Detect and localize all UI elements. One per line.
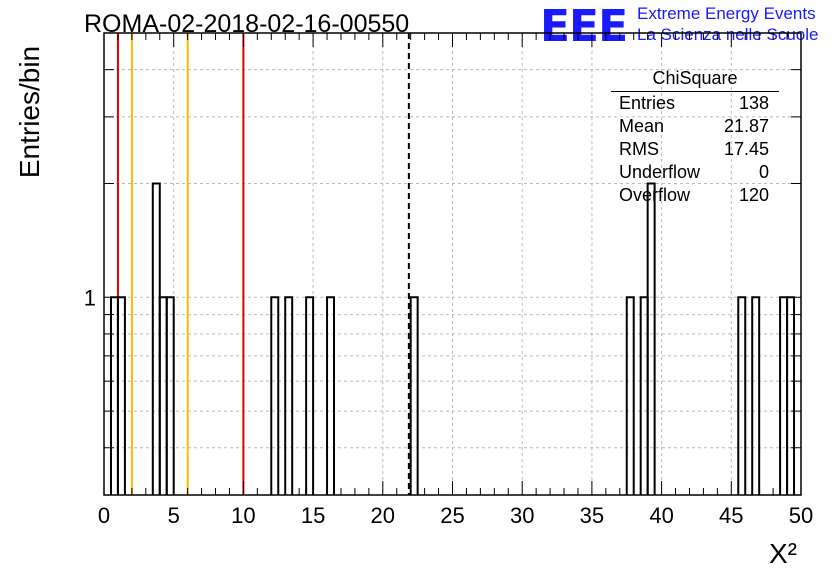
x-tick-label: 15	[301, 503, 325, 528]
y-tick-label: 1	[84, 285, 96, 310]
stats-title: ChiSquare	[652, 68, 738, 88]
stats-value: 0	[758, 162, 769, 182]
stats-label: Overflow	[619, 185, 691, 205]
x-axis-label: Χ²	[769, 538, 797, 569]
histogram-bin	[737, 296, 747, 495]
x-tick-label: 40	[649, 503, 673, 528]
stats-label: Entries	[619, 93, 676, 113]
x-tick-label: 25	[440, 503, 464, 528]
x-tick-labels: 0 5 10 15 20 25 30 35 40 45 50	[98, 503, 813, 528]
histogram-bin	[165, 296, 175, 495]
histogram-bin	[270, 296, 280, 495]
x-tick-label: 45	[719, 503, 743, 528]
histogram-bin	[151, 182, 161, 495]
histogram-bin	[409, 296, 419, 495]
stats-label: RMS	[619, 139, 659, 159]
histogram-bins	[109, 182, 796, 495]
stats-box: ChiSquare Entries 138 Mean 21.87 RMS 17.…	[611, 66, 779, 205]
histogram-bin	[109, 296, 119, 495]
x-tick-label: 50	[789, 503, 813, 528]
axis-ticks	[103, 33, 802, 495]
x-tick-label: 5	[168, 503, 180, 528]
histogram-bin	[639, 296, 649, 495]
logo-caption-line1: Extreme Energy Events	[637, 4, 816, 23]
stats-label: Mean	[619, 116, 665, 136]
x-tick-label: 20	[371, 503, 395, 528]
x-tick-label: 30	[510, 503, 534, 528]
histogram-bin	[116, 296, 126, 495]
histogram-bin	[779, 296, 789, 495]
stats-value: 21.87	[723, 116, 769, 136]
eee-logo: EEE	[540, 1, 628, 52]
histogram-bin	[326, 296, 336, 495]
x-tick-label: 35	[580, 503, 604, 528]
y-tick-labels: 1	[84, 285, 96, 310]
reference-lines	[116, 33, 410, 495]
stats-label: Underflow	[619, 162, 701, 182]
histogram-bin	[284, 296, 294, 495]
histogram-bin	[625, 296, 635, 495]
histogram-bin	[751, 296, 761, 495]
histogram-bin	[305, 296, 315, 495]
histogram-bin	[158, 296, 168, 495]
x-tick-label: 10	[231, 503, 255, 528]
stats-divider	[611, 91, 779, 92]
histogram-bin	[786, 296, 796, 495]
histogram-bin	[646, 182, 656, 495]
stats-value: 17.45	[723, 139, 769, 159]
stats-value: 120	[738, 185, 769, 205]
stats-value: 138	[738, 93, 769, 113]
x-tick-label: 0	[98, 503, 110, 528]
